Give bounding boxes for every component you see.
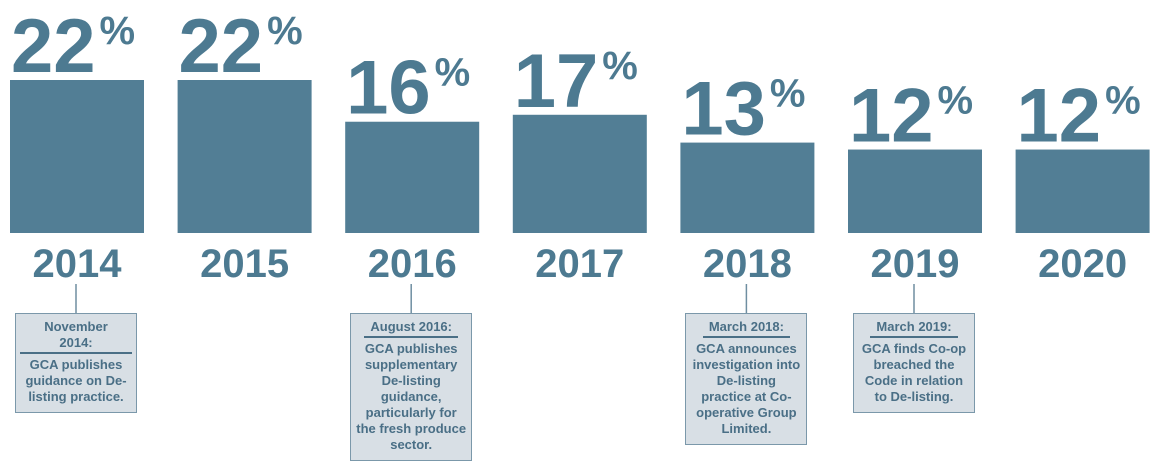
bar: [10, 80, 144, 233]
annotation-title: November 2014:: [20, 319, 132, 354]
value-label: 17%: [514, 39, 638, 124]
year-label: 2019: [871, 242, 960, 286]
annotation-title: August 2016:: [364, 319, 458, 338]
year-label: 2018: [703, 242, 792, 286]
value-label: 13%: [681, 67, 805, 152]
bar: [680, 142, 815, 233]
annotation-text: GCA finds Co-op breached the Code in rel…: [861, 341, 967, 404]
annotation-box: August 2016: GCA publishes supplementary …: [350, 313, 473, 461]
bar: [345, 121, 480, 233]
year-label: 2020: [1038, 242, 1127, 286]
bar: [512, 114, 647, 233]
year-label: 2016: [368, 242, 457, 286]
value-label: 16%: [346, 46, 470, 131]
annotation-box: November 2014: GCA publishes guidance on …: [15, 313, 137, 413]
annotation-box: March 2018: GCA announces investigation i…: [685, 313, 808, 445]
annotation-title: March 2018:: [702, 319, 790, 338]
year-label: 2017: [535, 242, 624, 286]
bar: [848, 149, 982, 233]
bar: [1015, 149, 1150, 233]
year-label: 2014: [33, 242, 123, 286]
bar: [177, 80, 312, 233]
annotation-box: March 2019: GCA finds Co-op breached the …: [853, 313, 975, 413]
value-label: 12%: [849, 74, 973, 159]
value-label: 22%: [179, 4, 303, 89]
annotation-text: GCA publishes supplementary De-listing g…: [356, 341, 467, 452]
annotation-text: GCA publishes guidance on De-listing pra…: [25, 357, 127, 404]
value-label: 12%: [1017, 74, 1141, 159]
year-label: 2015: [200, 242, 289, 286]
value-label: 22%: [11, 4, 135, 89]
annotation-title: March 2019:: [870, 319, 958, 338]
annotation-text: GCA announces investigation into De-list…: [692, 341, 801, 436]
